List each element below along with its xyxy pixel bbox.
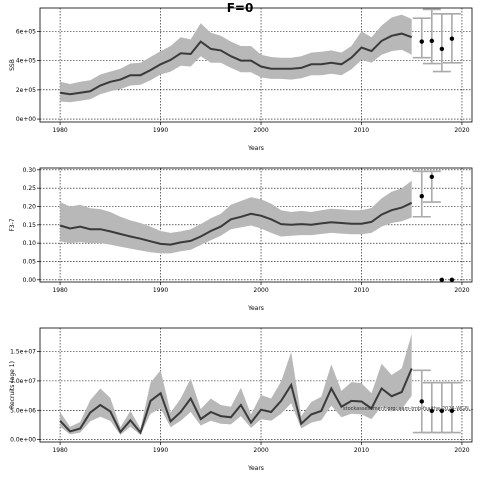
fbar-ytick-label: 0.10 bbox=[23, 240, 37, 247]
ssb-panel: 1980 1990 2000 2010 2020 0e+00 2e+05 4e+05 6e+05… bbox=[9, 7, 473, 152]
fbar-ytick-label: 0.05 bbox=[23, 258, 37, 265]
recruits-forecast-point bbox=[439, 408, 445, 414]
recruits-forecast-point bbox=[449, 408, 455, 414]
fbar-ytick-label: 0.20 bbox=[23, 203, 37, 210]
recruits-xtick-label: 1980 bbox=[52, 447, 67, 454]
ssb-xtick-label: 2010 bbox=[354, 127, 369, 134]
ssb-forecast-point bbox=[429, 38, 435, 44]
recruits-xlabel: Years bbox=[247, 465, 264, 472]
fbar-ytick-label: 0.00 bbox=[23, 277, 37, 284]
recruits-forecast-point bbox=[419, 399, 424, 404]
fbar-ytick-label: 0.30 bbox=[23, 167, 37, 174]
recruits-ytick-label: 5.0e+06 bbox=[10, 407, 36, 414]
ssb-xtick-label: 1980 bbox=[52, 127, 67, 134]
fbar-xtick-label: 1990 bbox=[153, 287, 168, 294]
fbar-xtick-label: 2010 bbox=[354, 287, 369, 294]
fbar-forecast-point bbox=[429, 174, 435, 179]
ssb-xtick-label: 2000 bbox=[253, 127, 268, 134]
ssb-forecast-point bbox=[419, 39, 424, 44]
ssb-ytick-label: 6e+05 bbox=[16, 28, 36, 35]
ssb-forecast-point bbox=[449, 36, 455, 41]
ssb-xtick-label: 2020 bbox=[454, 127, 469, 134]
ssb-xlabel: Years bbox=[247, 145, 264, 152]
recruits-xtick-label: 1990 bbox=[153, 447, 168, 454]
ssb-estimate-line bbox=[59, 32, 413, 96]
ssb-ylabel: SSB bbox=[9, 59, 16, 71]
recruits-xtick-label: 2020 bbox=[454, 447, 469, 454]
recruits-estimate-line bbox=[59, 368, 413, 435]
recruits-frame bbox=[39, 327, 473, 443]
ssb-ytick-label: 2e+05 bbox=[16, 87, 36, 94]
ssb-ytick-label: 4e+05 bbox=[16, 58, 36, 65]
fbar-xtick-label: 1980 bbox=[52, 287, 67, 294]
ssb-frame bbox=[39, 7, 473, 123]
recruits-ylabel: Recruits (age 1) bbox=[9, 361, 16, 409]
fbar-xtick-label: 2000 bbox=[253, 287, 268, 294]
recruits-xtick-label: 2000 bbox=[253, 447, 268, 454]
fbar-ytick-label: 0.15 bbox=[23, 222, 37, 229]
recruits-ytick-label: 0.0e+00 bbox=[10, 437, 36, 444]
ssb-ytick-label: 0e+00 bbox=[16, 116, 36, 123]
recruits-ytick-label: 1.5e+07 bbox=[10, 349, 36, 356]
fbar-xlabel: Years bbox=[247, 305, 264, 312]
fbar-forecast-point bbox=[439, 277, 445, 283]
fbar-xtick-label: 2020 bbox=[454, 287, 469, 294]
ssb-xtick-label: 1990 bbox=[153, 127, 168, 134]
recruits-ytick-label: 1.0e+07 bbox=[10, 378, 36, 385]
recruits-ci-band bbox=[60, 333, 412, 435]
fbar-estimate-line bbox=[59, 201, 413, 246]
watermark-note: stockassessment.org: sam-tmb-fsaithe-202… bbox=[343, 406, 474, 412]
fbar-forecast-point bbox=[449, 277, 455, 283]
fbar-panel: 1980 1990 2000 2010 2020 0.00 0.05 0.10 0.15 0.20… bbox=[9, 167, 473, 312]
fbar-ytick-label: 0.25 bbox=[23, 185, 37, 192]
recruits-forecast-point bbox=[429, 408, 435, 414]
recruits-xtick-label: 2010 bbox=[354, 447, 369, 454]
recruits-panel: 1980 1990 2000 2010 2020 0.0e+00 5.0e+06 1.0e+0… bbox=[9, 327, 473, 472]
ssb-forecast-point bbox=[439, 46, 445, 52]
panels: 1980 1990 2000 2010 2020 0e+00 2e+05 4e+05 6e+05… bbox=[9, 7, 473, 472]
fbar-forecast-point bbox=[419, 194, 424, 199]
fbar-ylabel: F3-7 bbox=[9, 218, 16, 231]
